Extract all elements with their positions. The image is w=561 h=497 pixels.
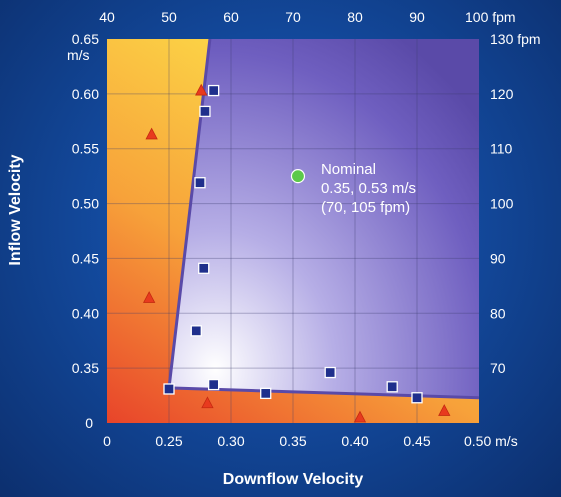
y-fpm-tick-label: 120 (490, 86, 514, 102)
x-tick-label: 0.30 (217, 433, 244, 449)
plot-area (107, 38, 480, 423)
data-markers (142, 83, 451, 423)
x-fpm-tick-label: 100 fpm (465, 9, 516, 25)
x-fpm-tick-label: 90 (409, 9, 425, 25)
y-fpm-tick-label: 80 (490, 305, 506, 321)
y-tick-label: 0.35 (72, 360, 99, 376)
y-unit-label: m/s (67, 47, 90, 63)
y-axis-ticks: 0 0.35 0.40 0.45 0.50 0.55 0.60 0.65 (72, 31, 99, 431)
y-fpm-tick-label: 90 (490, 250, 506, 266)
x-tick-label: 0.35 (279, 433, 306, 449)
x-fpm-tick-label: 40 (99, 9, 115, 25)
square-marker (207, 378, 220, 391)
x-tick-label: 0 (103, 433, 111, 449)
y-axis-title: Inflow Velocity (7, 154, 24, 265)
y-tick-label: 0 (85, 415, 93, 431)
x-tick-label: 0.40 (341, 433, 368, 449)
nominal-point (290, 169, 306, 184)
triangle-marker (353, 410, 367, 423)
x-fpm-tick-label: 80 (347, 9, 363, 25)
y-fpm-tick-label: 110 (490, 141, 513, 157)
triangle-marker (201, 396, 214, 409)
y-tick-label: 0.60 (72, 86, 99, 102)
triangle-marker (142, 291, 156, 303)
square-marker (260, 387, 272, 400)
x-axis-ticks: 0 0.25 0.30 0.35 0.40 0.45 0.50 m/s (103, 433, 518, 449)
square-marker (199, 105, 211, 118)
y-tick-label: 0.65 (72, 31, 99, 47)
square-marker (163, 383, 175, 395)
square-marker (386, 381, 398, 393)
x-tick-label: 0.45 (403, 433, 430, 449)
x-fpm-tick-label: 60 (223, 9, 239, 25)
y-fpm-tick-label: 130 fpm (490, 31, 541, 47)
safe-operating-region (169, 39, 479, 398)
nominal-value-ms: 0.35, 0.53 m/s (321, 180, 416, 197)
grid-lines (107, 39, 479, 423)
y-tick-label: 0.45 (72, 250, 99, 266)
square-marker (194, 177, 206, 189)
square-marker (207, 84, 220, 97)
y-tick-label: 0.50 (72, 196, 99, 212)
y-fpm-tick-label: 100 (490, 196, 514, 212)
square-marker (324, 366, 336, 379)
x-tick-label: 0.25 (155, 433, 182, 449)
x-fpm-tick-label: 50 (161, 9, 177, 25)
x-fpm-tick-label: 70 (285, 9, 301, 25)
x-axis-title: Downflow Velocity (223, 471, 364, 488)
square-marker (190, 325, 202, 337)
nominal-label: Nominal (321, 161, 376, 178)
square-marker (198, 262, 210, 274)
y-fpm-tick-label: 70 (490, 360, 506, 376)
y-axis-fpm-ticks: 70 80 90 100 110 120 130 fpm (490, 31, 541, 376)
nominal-annotation: Nominal 0.35, 0.53 m/s (70, 105 fpm) (290, 161, 416, 216)
y-tick-label: 0.40 (72, 305, 99, 321)
x-tick-label: 0.50 m/s (464, 433, 518, 449)
x-axis-fpm-ticks: 40 50 60 70 80 90 100 fpm (99, 9, 515, 25)
triangle-marker (195, 83, 208, 96)
triangle-marker (438, 404, 451, 416)
square-marker (411, 392, 423, 404)
nominal-value-fpm: (70, 105 fpm) (321, 199, 410, 216)
triangle-marker (145, 127, 158, 140)
y-tick-label: 0.55 (72, 141, 99, 157)
